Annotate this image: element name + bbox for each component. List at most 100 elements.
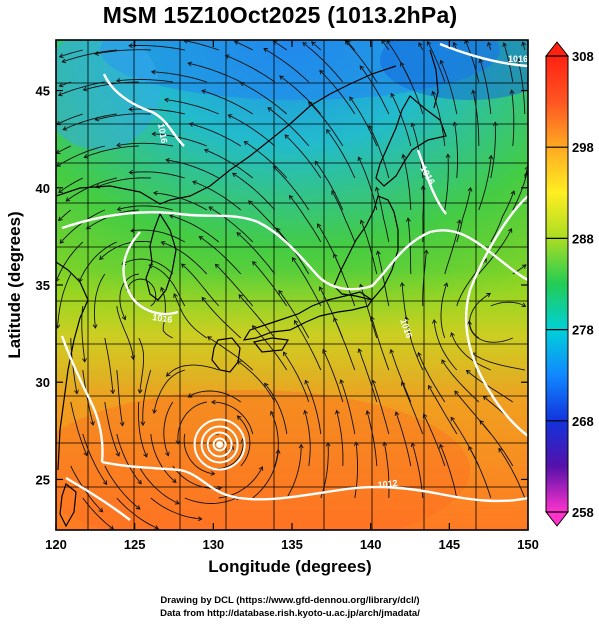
streamline-arrow xyxy=(502,42,508,48)
streamline-arrow xyxy=(165,157,170,163)
streamline xyxy=(427,41,446,83)
streamline xyxy=(117,205,173,211)
streamline xyxy=(264,383,288,435)
streamline xyxy=(215,263,254,307)
streamline xyxy=(308,101,344,147)
streamline xyxy=(468,446,492,499)
streamline xyxy=(81,305,86,362)
streamline-arrow xyxy=(82,358,87,363)
streamline-arrow xyxy=(115,452,120,457)
x-tick-label: 140 xyxy=(360,537,382,552)
streamline xyxy=(126,278,157,307)
streamline-arrow xyxy=(382,441,388,447)
streamline xyxy=(142,369,152,426)
streamline xyxy=(56,113,83,125)
streamline-arrow xyxy=(98,507,104,513)
streamline xyxy=(199,236,242,275)
streamline xyxy=(441,359,480,403)
streamline xyxy=(166,159,220,179)
streamline-arrow xyxy=(211,399,216,405)
streamline-arrow xyxy=(59,239,65,244)
streamline xyxy=(70,401,88,456)
streamline xyxy=(104,337,114,394)
streamline xyxy=(244,141,288,179)
y-tick-label: 35 xyxy=(36,278,50,293)
streamline-arrow xyxy=(82,86,88,92)
streamline-arrow xyxy=(102,480,108,486)
streamline-arrow xyxy=(465,369,471,375)
streamline xyxy=(402,154,412,211)
streamline xyxy=(286,444,302,499)
streamline xyxy=(252,261,288,307)
streamline-arrow xyxy=(227,114,233,119)
streamline-arrow xyxy=(370,315,375,321)
streamline-arrow xyxy=(325,441,331,447)
streamline xyxy=(411,442,424,499)
streamline-arrow xyxy=(58,82,64,88)
streamline-arrow xyxy=(423,249,429,254)
streamline xyxy=(349,96,378,147)
streamline xyxy=(498,448,526,499)
streamline-arrow xyxy=(236,415,242,421)
graticule xyxy=(56,40,528,530)
streamline xyxy=(95,177,151,188)
streamline-arrow xyxy=(251,325,257,330)
x-tick-label: 120 xyxy=(45,537,67,552)
x-tick-label: 125 xyxy=(124,537,146,552)
taiwan-coastline xyxy=(59,482,77,528)
kyushu-coastline xyxy=(211,337,241,373)
typhoon-center xyxy=(193,418,246,471)
streamline xyxy=(371,316,390,371)
streamline xyxy=(151,71,207,83)
streamline-arrow xyxy=(400,381,406,387)
streamline xyxy=(304,410,311,467)
streamline xyxy=(99,240,151,260)
streamline xyxy=(78,241,117,282)
streamline-arrow xyxy=(275,227,281,233)
streamline-arrow xyxy=(456,219,462,225)
streamline xyxy=(56,145,71,154)
streamline xyxy=(366,410,378,467)
streamline-arrow xyxy=(311,41,316,46)
streamline-arrow xyxy=(154,525,159,530)
streamline xyxy=(150,433,177,483)
streamline-arrow xyxy=(172,478,177,483)
streamline-arrow xyxy=(331,190,336,195)
streamline-arrow xyxy=(439,443,444,449)
streamline-arrow xyxy=(326,129,331,134)
streamline xyxy=(56,241,84,282)
streamline xyxy=(94,49,151,55)
streamline-arrow xyxy=(143,452,148,458)
streamline xyxy=(150,497,202,520)
streamline-arrow xyxy=(203,148,209,154)
isobar-korea xyxy=(122,231,179,316)
streamline-arrow xyxy=(152,409,157,414)
streamline-arrow xyxy=(452,121,458,127)
streamline xyxy=(116,433,142,485)
streamline-arrow xyxy=(410,122,416,128)
streamline xyxy=(236,232,276,275)
streamline xyxy=(232,172,276,211)
streamline xyxy=(331,190,356,243)
streamline xyxy=(211,401,254,435)
streamline-arrow xyxy=(507,228,513,233)
x-axis-ticks: 120 125 130 135 140 145 150 xyxy=(45,40,539,552)
streamline-arrow xyxy=(78,277,83,283)
x-axis-label: Longitude (degrees) xyxy=(208,557,372,576)
streamline xyxy=(479,59,492,115)
streamline xyxy=(450,332,491,371)
streamline-arrow xyxy=(394,411,400,417)
streamline-arrow xyxy=(214,263,220,269)
streamline-arrow xyxy=(374,186,380,192)
streamline-arrow xyxy=(130,355,136,361)
streamline xyxy=(478,155,492,211)
streamline xyxy=(294,320,322,371)
isobar-east xyxy=(464,195,528,437)
streamline xyxy=(468,321,513,343)
streamline-arrow xyxy=(201,89,207,94)
isobar-west xyxy=(60,335,104,463)
streamline xyxy=(454,122,458,179)
streamline xyxy=(375,187,390,243)
streamline-arrow xyxy=(174,500,180,505)
streamline xyxy=(169,215,220,243)
